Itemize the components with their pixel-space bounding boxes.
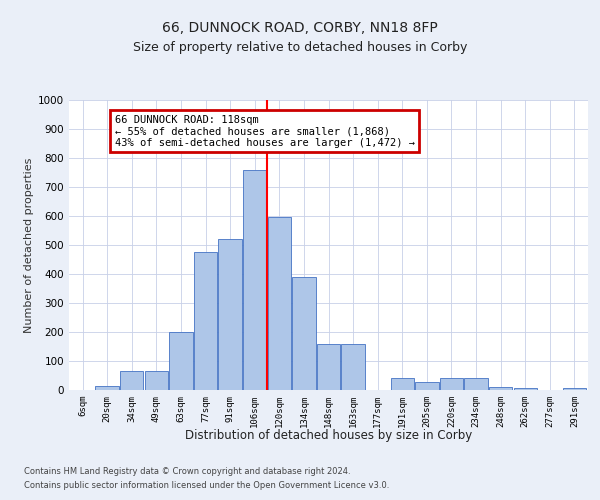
Bar — [489, 386, 512, 390]
Bar — [341, 344, 365, 390]
Bar — [317, 344, 340, 390]
Y-axis label: Number of detached properties: Number of detached properties — [24, 158, 34, 332]
Bar — [145, 371, 168, 390]
Text: Contains public sector information licensed under the Open Government Licence v3: Contains public sector information licen… — [24, 480, 389, 490]
Bar — [440, 378, 463, 390]
Bar — [415, 382, 439, 390]
Text: Size of property relative to detached houses in Corby: Size of property relative to detached ho… — [133, 41, 467, 54]
Text: Distribution of detached houses by size in Corby: Distribution of detached houses by size … — [185, 428, 472, 442]
Bar — [95, 386, 119, 390]
Bar — [391, 378, 414, 390]
Bar — [194, 252, 217, 390]
Bar — [464, 378, 488, 390]
Bar — [120, 371, 143, 390]
Bar — [169, 332, 193, 390]
Bar — [268, 218, 291, 390]
Bar — [218, 239, 242, 390]
Text: 66 DUNNOCK ROAD: 118sqm
← 55% of detached houses are smaller (1,868)
43% of semi: 66 DUNNOCK ROAD: 118sqm ← 55% of detache… — [115, 114, 415, 148]
Text: 66, DUNNOCK ROAD, CORBY, NN18 8FP: 66, DUNNOCK ROAD, CORBY, NN18 8FP — [162, 20, 438, 34]
Bar — [292, 277, 316, 390]
Text: Contains HM Land Registry data © Crown copyright and database right 2024.: Contains HM Land Registry data © Crown c… — [24, 466, 350, 475]
Bar — [243, 170, 266, 390]
Bar — [514, 388, 537, 390]
Bar — [563, 388, 586, 390]
